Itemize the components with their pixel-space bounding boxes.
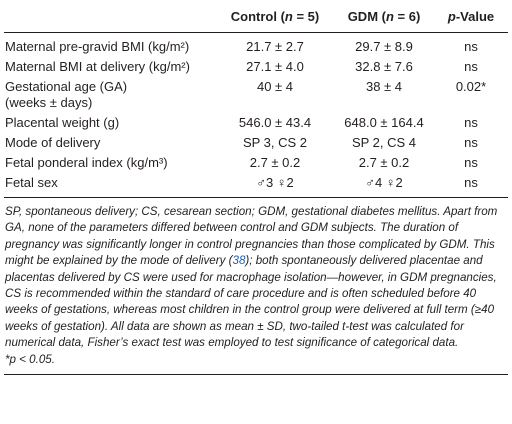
footnote-text-part2: ); both spontaneously delivered placenta… (5, 254, 497, 350)
footnote-significance: *p < 0.05. (5, 352, 55, 366)
row-gdm-value: 29.7 ± 8.9 (355, 39, 413, 54)
row-control-value: 546.0 ± 43.4 (238, 115, 312, 130)
row-parameter-line2: (weeks ± days) (5, 95, 93, 110)
row-control-value: 40 ± 4 (256, 79, 294, 94)
table-row: Gestational age (GA) (weeks ± days) 40 ± … (4, 77, 508, 113)
table-footnote: SP, spontaneous delivery; CS, cesarean s… (4, 198, 508, 368)
data-table: Control (n = 5) GDM (n = 6) p-Value Mate… (4, 0, 508, 198)
row-pvalue: ns (464, 115, 478, 130)
header-rule (4, 32, 508, 33)
row-parameter: Mode of delivery (5, 135, 101, 150)
footnote-reference-link[interactable]: 38 (232, 254, 246, 268)
header-control-n: n (284, 9, 293, 24)
row-control-value: 27.1 ± 4.0 (246, 59, 304, 74)
header-gdm: GDM (n = 6) (334, 0, 434, 33)
row-gdm-value: SP 2, CS 4 (351, 135, 417, 150)
row-pvalue: ns (464, 39, 478, 54)
row-pvalue: ns (464, 59, 478, 74)
row-control-value: ♂3 ♀2 (256, 175, 294, 190)
row-parameter: Fetal ponderal index (kg/m³) (5, 155, 168, 170)
row-parameter: Fetal sex (5, 175, 58, 190)
bottom-rule (4, 374, 508, 376)
header-gdm-label: GDM ( (347, 9, 386, 24)
footnote-text-part1: SP, spontaneous delivery; CS, cesarean s… (5, 205, 498, 268)
table-row: Maternal BMI at delivery (kg/m²) 27.1 ± … (4, 57, 508, 77)
body-rule (4, 197, 508, 198)
header-control-tail: = 5) (292, 9, 320, 24)
table-row: Fetal ponderal index (kg/m³) 2.7 ± 0.2 2… (4, 153, 508, 173)
header-control-label: Control ( (230, 9, 285, 24)
table-row: Fetal sex ♂3 ♀2 ♂4 ♀2 ns (4, 173, 508, 193)
header-pvalue-tail: -Value (455, 9, 495, 24)
row-parameter-multiline: Gestational age (GA) (weeks ± days) (4, 77, 216, 113)
table-row: Mode of delivery SP 3, CS 2 SP 2, CS 4 n… (4, 133, 508, 153)
row-gdm-value: 32.8 ± 7.6 (355, 59, 413, 74)
row-gdm-value: 38 ± 4 (365, 79, 403, 94)
row-pvalue: 0.02* (455, 79, 487, 94)
row-control-value: SP 3, CS 2 (242, 135, 308, 150)
row-parameter: Maternal BMI at delivery (kg/m²) (5, 59, 190, 74)
row-gdm-value: ♂4 ♀2 (365, 175, 403, 190)
row-pvalue: ns (464, 155, 478, 170)
row-pvalue: ns (464, 175, 478, 190)
row-control-value: 2.7 ± 0.2 (249, 155, 301, 170)
header-pvalue: p-Value (434, 0, 508, 33)
header-parameter (4, 0, 216, 33)
table-container: Control (n = 5) GDM (n = 6) p-Value Mate… (4, 0, 508, 376)
row-parameter: Placental weight (g) (5, 115, 120, 130)
header-control: Control (n = 5) (216, 0, 334, 33)
header-gdm-n: n (385, 9, 394, 24)
table-row: Maternal pre-gravid BMI (kg/m²) 21.7 ± 2… (4, 37, 508, 57)
header-gdm-tail: = 6) (393, 9, 421, 24)
row-parameter: Maternal pre-gravid BMI (kg/m²) (5, 39, 190, 54)
table-row: Placental weight (g) 546.0 ± 43.4 648.0 … (4, 113, 508, 133)
row-control-value: 21.7 ± 2.7 (246, 39, 304, 54)
row-pvalue: ns (464, 135, 478, 150)
row-parameter-line1: Gestational age (GA) (5, 79, 128, 94)
row-gdm-value: 648.0 ± 164.4 (344, 115, 424, 130)
table-header-row: Control (n = 5) GDM (n = 6) p-Value (4, 0, 508, 33)
header-pvalue-p: p (447, 9, 456, 24)
row-gdm-value: 2.7 ± 0.2 (358, 155, 410, 170)
